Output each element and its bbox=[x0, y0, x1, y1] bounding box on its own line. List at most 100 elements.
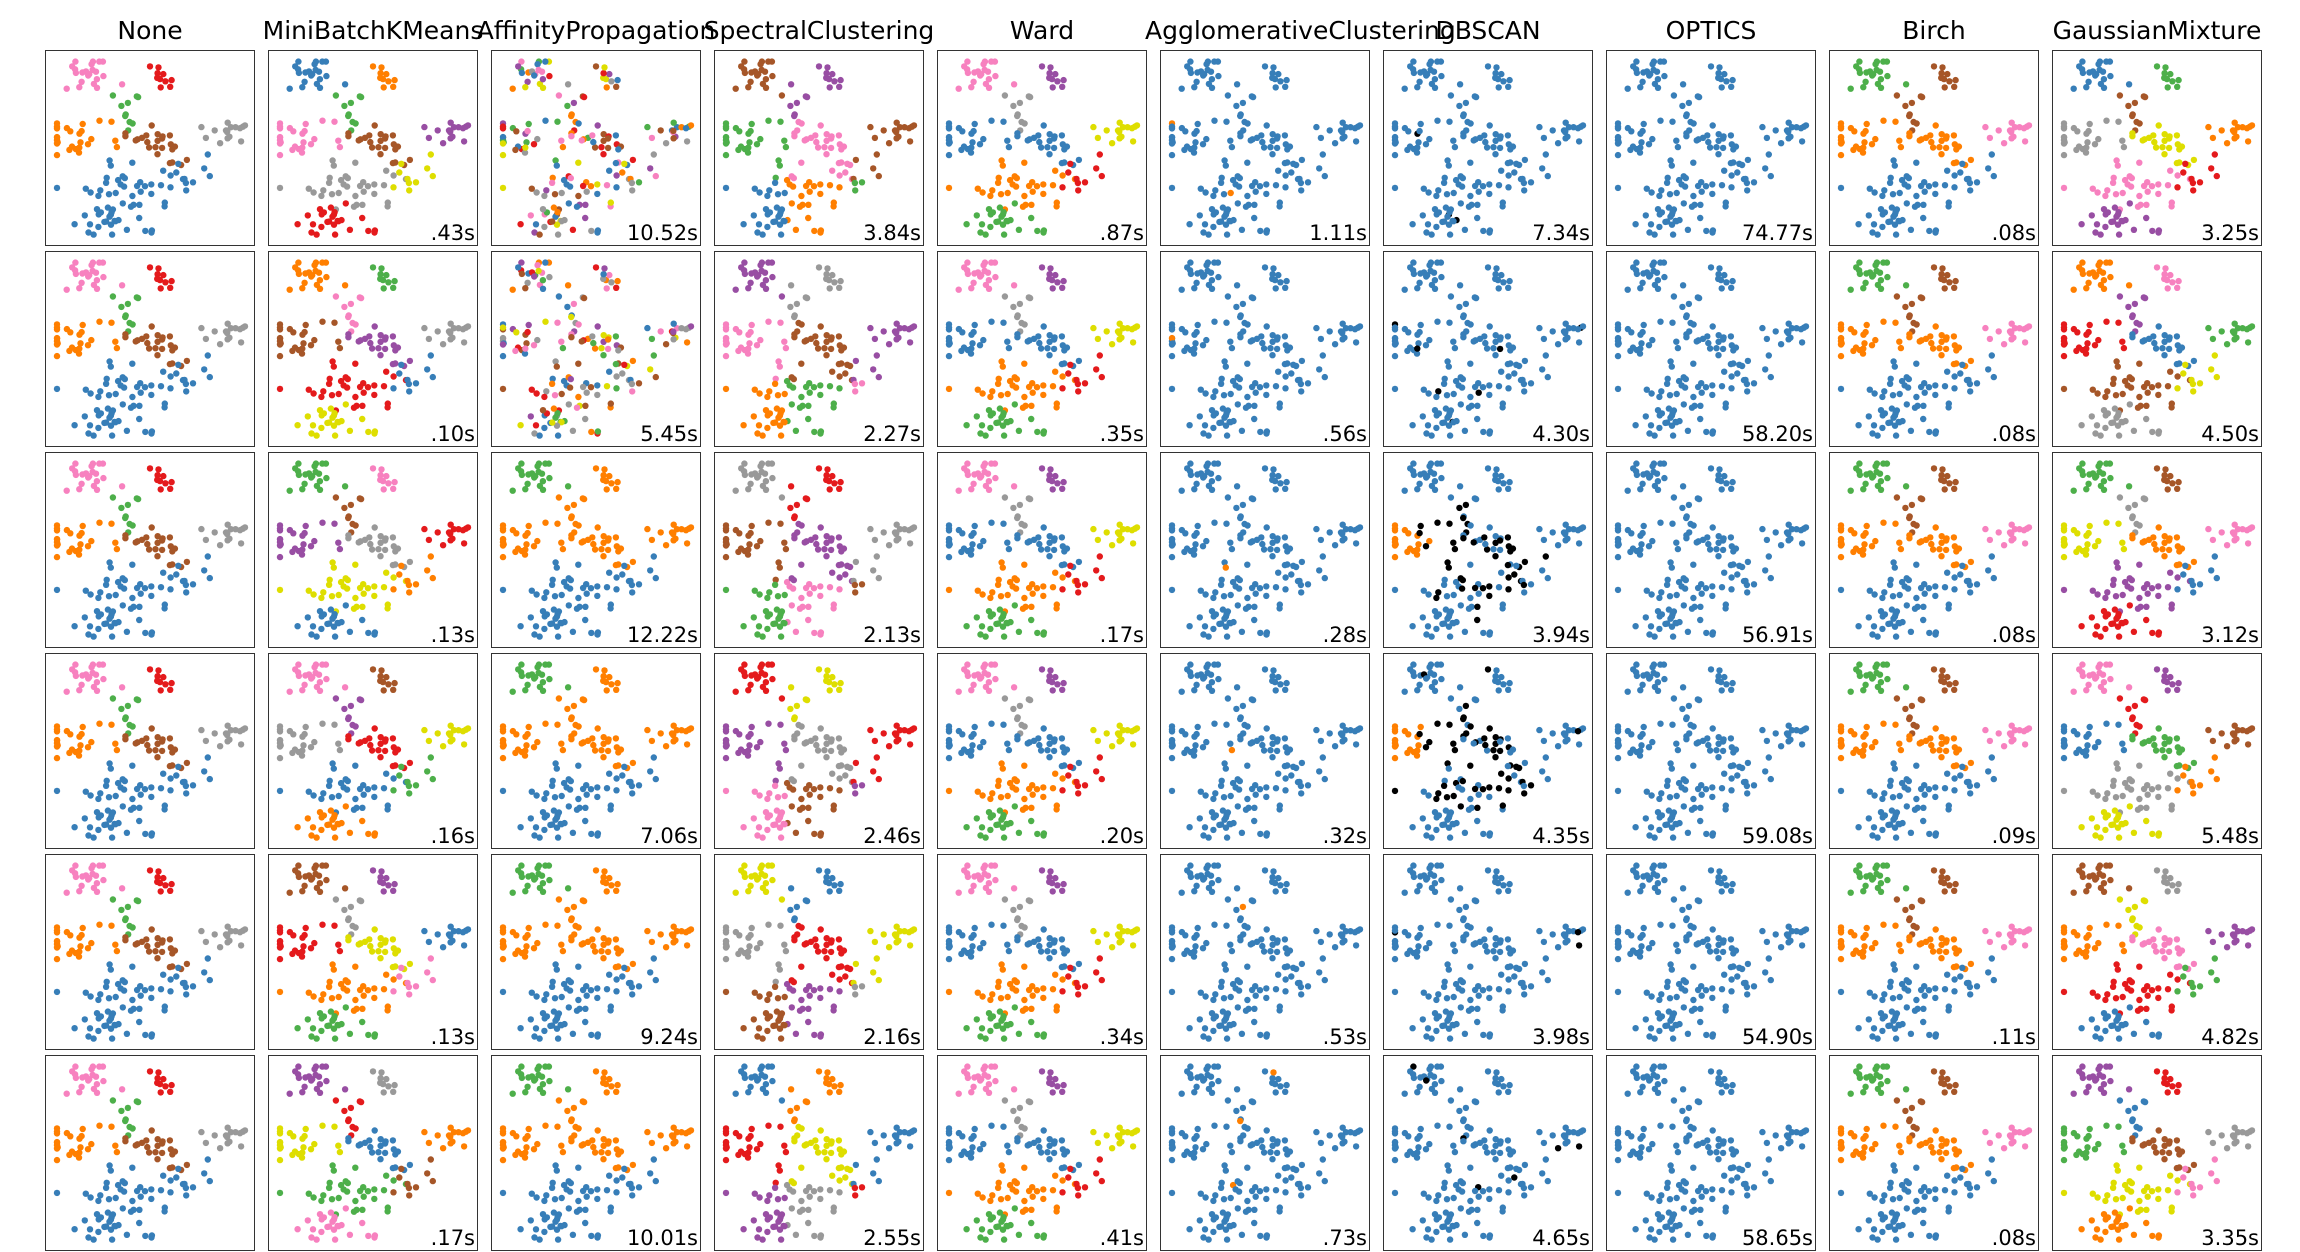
data-point bbox=[372, 428, 378, 434]
data-point bbox=[113, 391, 119, 397]
data-point bbox=[859, 179, 865, 185]
data-point bbox=[1936, 144, 1942, 150]
data-point bbox=[818, 629, 824, 635]
data-point bbox=[119, 81, 125, 87]
data-point bbox=[207, 173, 213, 179]
data-point bbox=[1615, 140, 1621, 146]
data-point bbox=[1200, 342, 1206, 348]
data-point bbox=[1482, 340, 1488, 346]
data-point bbox=[1211, 319, 1217, 325]
data-point bbox=[1897, 391, 1903, 397]
data-point bbox=[555, 633, 561, 639]
data-point bbox=[1716, 466, 1722, 472]
data-point bbox=[448, 522, 454, 528]
data-point bbox=[1036, 541, 1042, 547]
scatter-plot bbox=[938, 252, 1148, 448]
data-point bbox=[1130, 138, 1136, 144]
data-point bbox=[1030, 189, 1036, 195]
data-point bbox=[1129, 527, 1135, 533]
data-point bbox=[575, 361, 581, 367]
data-point bbox=[1298, 180, 1304, 186]
data-point bbox=[543, 388, 549, 394]
data-point bbox=[523, 139, 529, 145]
data-point bbox=[144, 340, 150, 346]
data-point bbox=[763, 206, 769, 212]
data-point bbox=[575, 160, 581, 166]
data-point bbox=[390, 534, 396, 540]
data-point bbox=[823, 151, 829, 157]
data-point bbox=[160, 369, 166, 375]
data-point bbox=[812, 534, 818, 540]
data-point bbox=[524, 128, 530, 134]
data-point bbox=[1646, 543, 1652, 549]
data-point bbox=[606, 570, 612, 576]
data-point bbox=[1463, 502, 1469, 508]
data-point bbox=[1904, 200, 1910, 206]
data-point bbox=[1425, 390, 1431, 396]
data-point bbox=[582, 202, 588, 208]
data-point bbox=[1943, 135, 1949, 141]
data-point bbox=[142, 183, 148, 189]
data-point bbox=[2176, 146, 2182, 152]
data-point bbox=[1951, 385, 1957, 391]
data-point bbox=[831, 78, 837, 84]
data-point bbox=[299, 144, 305, 150]
data-point bbox=[998, 191, 1004, 197]
data-point bbox=[1651, 231, 1657, 237]
data-point bbox=[135, 295, 141, 301]
data-point bbox=[1050, 182, 1056, 188]
data-point bbox=[781, 339, 787, 345]
data-point bbox=[292, 264, 298, 270]
data-point bbox=[1040, 392, 1046, 398]
data-point bbox=[629, 589, 635, 595]
data-point bbox=[108, 320, 114, 326]
data-point bbox=[1258, 333, 1264, 339]
data-point bbox=[649, 336, 655, 342]
data-point bbox=[1277, 480, 1283, 486]
data-point bbox=[1441, 218, 1447, 224]
data-point bbox=[1282, 84, 1288, 90]
data-point bbox=[1014, 535, 1020, 541]
data-point bbox=[1989, 352, 1995, 358]
data-point bbox=[1044, 546, 1050, 552]
data-point bbox=[651, 151, 657, 157]
data-point bbox=[907, 138, 913, 144]
data-point bbox=[1450, 540, 1456, 546]
data-point bbox=[1710, 428, 1716, 434]
data-point bbox=[1690, 394, 1696, 400]
data-point bbox=[1480, 384, 1486, 390]
data-point bbox=[683, 326, 689, 332]
data-point bbox=[1211, 460, 1217, 466]
data-point bbox=[575, 321, 581, 327]
data-point bbox=[370, 63, 376, 69]
data-point bbox=[1212, 388, 1218, 394]
data-point bbox=[129, 321, 135, 327]
data-point bbox=[382, 336, 388, 342]
data-point bbox=[1575, 527, 1581, 533]
data-point bbox=[549, 582, 555, 588]
data-point bbox=[605, 145, 611, 151]
data-point bbox=[1059, 84, 1065, 90]
data-point bbox=[95, 595, 101, 601]
data-point bbox=[1425, 221, 1431, 227]
data-point bbox=[1766, 352, 1772, 358]
data-point bbox=[852, 388, 858, 394]
data-point bbox=[154, 472, 160, 478]
data-point bbox=[842, 571, 848, 577]
data-point bbox=[1095, 537, 1101, 543]
data-point bbox=[1943, 145, 1949, 151]
data-point bbox=[1250, 94, 1256, 100]
data-point bbox=[736, 128, 742, 134]
data-point bbox=[2191, 358, 2197, 364]
data-point bbox=[1853, 264, 1859, 270]
data-point bbox=[2078, 221, 2084, 227]
data-point bbox=[2214, 173, 2220, 179]
data-point bbox=[805, 403, 811, 409]
data-point bbox=[621, 161, 627, 167]
data-point bbox=[2166, 336, 2172, 342]
data-point bbox=[1505, 84, 1511, 90]
scatter-plot bbox=[938, 453, 1148, 649]
data-point bbox=[745, 345, 751, 351]
data-point bbox=[447, 336, 453, 342]
data-point bbox=[1392, 386, 1398, 392]
